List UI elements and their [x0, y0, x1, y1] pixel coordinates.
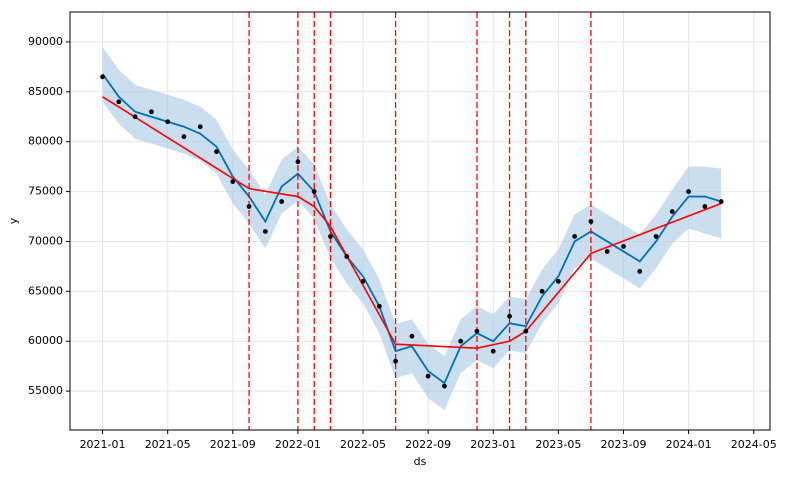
observation [637, 268, 643, 274]
y-tick-label: 80000 [28, 135, 63, 148]
x-tick-label: 2021-05 [145, 438, 191, 451]
y-tick-label: 70000 [28, 234, 63, 247]
y-tick-label: 85000 [28, 85, 63, 98]
observation [376, 303, 382, 309]
observation [425, 373, 431, 379]
x-tick-label: 2022-05 [340, 438, 386, 451]
y-tick-label: 65000 [28, 284, 63, 297]
forecast-line [101, 73, 722, 385]
observation [181, 134, 187, 140]
plot-frame [69, 11, 771, 431]
observation [295, 159, 301, 165]
observation [246, 204, 252, 209]
observation [474, 328, 480, 334]
observation [279, 199, 285, 204]
observation [214, 149, 219, 155]
x-tick-label: 2023-05 [535, 438, 581, 451]
y-tick-label: 75000 [28, 185, 63, 198]
observation [669, 209, 675, 214]
observation [230, 179, 236, 184]
x-tick-label: 2022-01 [275, 438, 321, 451]
observation [507, 313, 512, 319]
observation [539, 288, 545, 294]
observation [262, 229, 268, 234]
y-axis-label: y [7, 217, 20, 224]
observation [572, 234, 578, 239]
observation [328, 234, 333, 239]
observation [686, 189, 692, 194]
observation [360, 278, 366, 284]
observation [344, 254, 350, 259]
observation [555, 278, 561, 284]
x-tick-label: 2022-09 [405, 438, 451, 451]
x-axis-label: ds [414, 455, 427, 468]
x-tick-label: 2023-09 [601, 438, 647, 451]
uncertainty-band [102, 46, 722, 411]
observation [132, 114, 138, 120]
x-tick-label: 2024-05 [731, 438, 777, 451]
y-tick-label: 60000 [28, 334, 63, 347]
observation [604, 249, 610, 254]
observation [148, 109, 154, 115]
trend-line [102, 96, 722, 350]
observation [100, 74, 105, 80]
observation [442, 383, 447, 389]
observation [653, 234, 659, 239]
x-tick-label: 2023-01 [470, 438, 516, 451]
x-tick-label: 2021-09 [210, 438, 256, 451]
observation [393, 358, 398, 364]
observation [311, 189, 317, 194]
observation [621, 244, 626, 249]
observation [116, 99, 122, 105]
x-tick-label: 2024-01 [666, 438, 712, 451]
observation [409, 333, 415, 339]
y-tick-label: 55000 [28, 384, 63, 397]
observation [165, 119, 171, 125]
observation [197, 124, 203, 130]
observation [702, 204, 708, 209]
x-tick-label: 2021-01 [80, 438, 126, 451]
observation [490, 348, 496, 354]
y-tick-label: 90000 [28, 35, 63, 48]
observation [718, 199, 724, 204]
observation [458, 338, 464, 344]
observation [523, 328, 529, 334]
observation [588, 219, 594, 224]
